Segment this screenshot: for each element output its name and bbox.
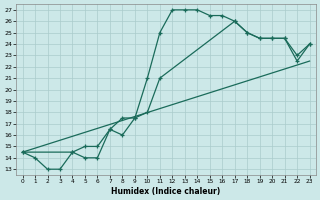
X-axis label: Humidex (Indice chaleur): Humidex (Indice chaleur): [111, 187, 221, 196]
